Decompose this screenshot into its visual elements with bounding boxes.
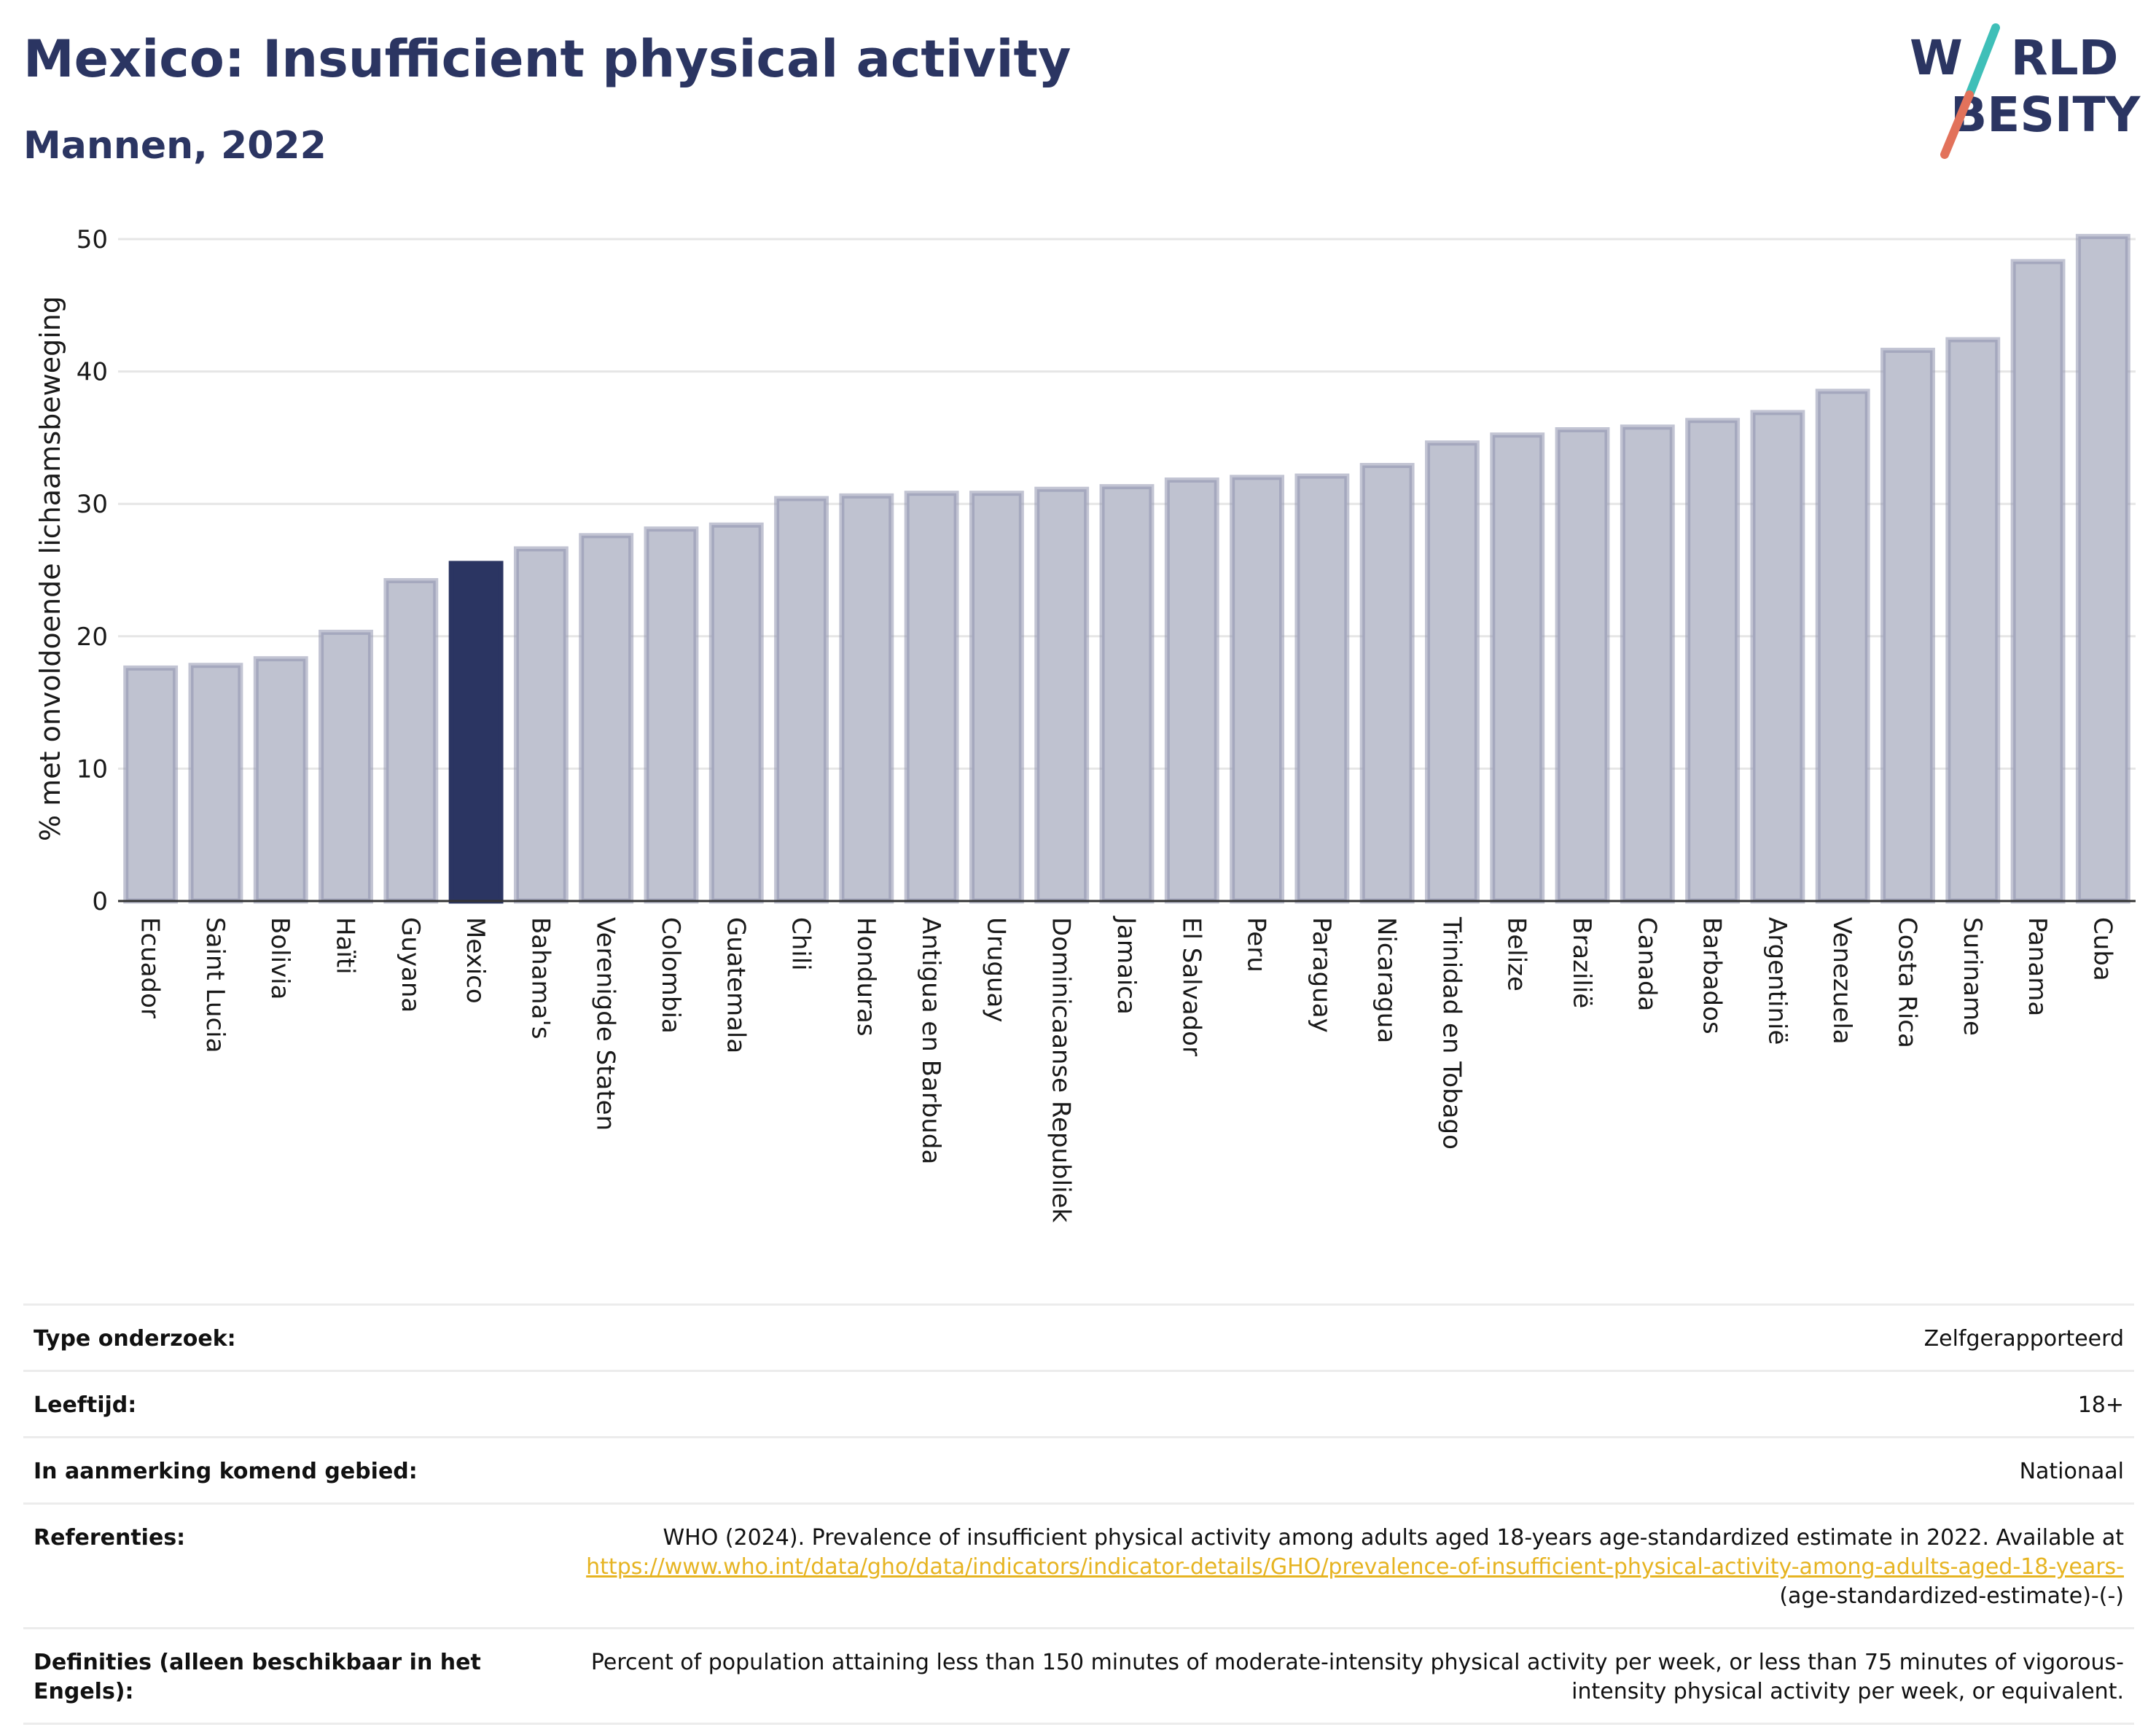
info-value: Zelfgerapporteerd xyxy=(569,1303,2134,1371)
bar-suriname xyxy=(1945,337,2001,904)
bar-canada xyxy=(1620,424,1675,904)
bar-peru xyxy=(1230,475,1285,904)
bar-trinidad-en-tobago xyxy=(1425,440,1480,904)
bar-paraguay xyxy=(1294,473,1350,904)
x-tick-label: Antigua en Barbuda xyxy=(916,917,945,1164)
x-tick-label: Jamaica xyxy=(1112,916,1141,1015)
bar-chili xyxy=(774,496,829,904)
logo-slash-coral xyxy=(1940,90,1974,159)
x-tick-label: Nicaragua xyxy=(1372,917,1401,1043)
bar-cuba xyxy=(2075,233,2130,904)
y-tick-label: 0 xyxy=(92,887,108,916)
bar-ha-ti xyxy=(319,629,373,904)
x-tick-label: Chili xyxy=(786,917,816,971)
logo-slash-teal xyxy=(1965,23,2000,99)
y-axis-label: % met onvoldoende lichaamsbeweging xyxy=(34,296,66,841)
bar-bolivia xyxy=(253,656,308,904)
info-row-references: Referenties: WHO (2024). Prevalence of i… xyxy=(23,1502,2134,1629)
x-tick-label: Costa Rica xyxy=(1892,917,1921,1048)
y-tick-label: 40 xyxy=(77,358,108,387)
x-tick-label: Uruguay xyxy=(981,917,1010,1023)
bar-argentini- xyxy=(1750,410,1805,904)
x-tick-label: Verenigde Staten xyxy=(591,917,620,1131)
x-tick-label: Barbados xyxy=(1698,917,1727,1034)
y-tick-label: 10 xyxy=(77,755,108,784)
x-tick-label: Mexico xyxy=(461,917,490,1004)
x-tick-label: Canada xyxy=(1632,917,1661,1011)
reference-text: WHO (2024). Prevalence of insufficient p… xyxy=(663,1525,2124,1551)
y-tick-label: 20 xyxy=(77,623,108,652)
x-tick-label: Panama xyxy=(2023,917,2052,1016)
x-tick-label: Colombia xyxy=(656,917,685,1034)
bar-antigua-en-barbuda xyxy=(904,491,959,904)
reference-suffix: (age-standardized-estimate)-(-) xyxy=(1779,1583,2124,1609)
y-tick-label: 50 xyxy=(77,225,108,254)
bar-dominicaanse-republiek xyxy=(1034,486,1090,904)
bar-bahama-s xyxy=(513,546,569,904)
bar-costa-rica xyxy=(1880,348,1935,904)
page-title: Mexico: Insufficient physical activity xyxy=(23,29,1071,89)
bar-verenigde-staten xyxy=(579,533,634,904)
bar-venezuela xyxy=(1815,389,1870,904)
x-category-labels: Ecuador Saint Lucia Bolivia Haïti Guyana Mexi… xyxy=(136,916,2117,1223)
bar-honduras xyxy=(839,493,894,904)
x-tick-label: Ecuador xyxy=(136,917,165,1018)
x-tick-label: Venezuela xyxy=(1827,917,1856,1045)
bar-colombia xyxy=(644,526,699,904)
info-value: Percent of population attaining less tha… xyxy=(569,1627,2134,1725)
y-tick-labels: 0 10 20 30 40 50 xyxy=(77,225,108,916)
x-tick-label: Bahama's xyxy=(526,917,555,1040)
x-tick-label: El Salvador xyxy=(1176,917,1206,1056)
x-tick-label: Paraguay xyxy=(1307,917,1336,1033)
bar-ecuador xyxy=(123,665,179,904)
info-value: 18+ xyxy=(569,1370,2134,1438)
info-value: WHO (2024). Prevalence of insufficient p… xyxy=(569,1502,2134,1629)
info-label: Referenties: xyxy=(23,1502,569,1629)
info-label: Definities (alleen beschikbaar in het En… xyxy=(23,1627,569,1725)
x-tick-label: Argentinië xyxy=(1762,917,1792,1045)
info-label: Type onderzoek: xyxy=(23,1303,569,1371)
bar-chart: 0 10 20 30 40 50 Ecuador Saint Lucia Bolivia Haï… xyxy=(34,225,2136,1223)
x-tick-label: Trinidad en Tobago xyxy=(1437,916,1466,1150)
bar-belize xyxy=(1490,432,1545,904)
x-tick-label: Saint Lucia xyxy=(200,917,230,1053)
info-label: Leeftijd: xyxy=(23,1370,569,1438)
info-table: Type onderzoek: Zelfgerapporteerd Leefti… xyxy=(23,1303,2134,1725)
x-tick-label: Guyana xyxy=(396,917,425,1013)
bar-saint-lucia xyxy=(188,663,243,904)
info-value: Nationaal xyxy=(569,1436,2134,1504)
bar-barbados xyxy=(1685,418,1741,904)
bar-el-salvador xyxy=(1164,477,1219,904)
bar-brazili- xyxy=(1555,427,1610,904)
x-tick-label: Belize xyxy=(1502,917,1531,991)
x-tick-label: Brazilië xyxy=(1567,917,1596,1008)
bar-jamaica xyxy=(1099,484,1155,904)
bar-guyana xyxy=(383,578,439,904)
x-tick-label: Suriname xyxy=(1958,917,1987,1036)
logo-word-obesity: BESITY xyxy=(1902,87,2141,143)
x-tick-label: Cuba xyxy=(2087,917,2117,981)
bar-guatemala xyxy=(708,522,764,904)
y-tick-label: 30 xyxy=(77,490,108,519)
x-tick-label: Dominicaanse Republiek xyxy=(1047,917,1076,1223)
x-tick-label: Haïti xyxy=(331,917,360,975)
bar-nicaragua xyxy=(1359,463,1415,904)
page-subtitle: Mannen, 2022 xyxy=(23,124,327,168)
info-row-survey-type: Type onderzoek: Zelfgerapporteerd xyxy=(23,1303,2134,1371)
info-label: In aanmerking komend gebied: xyxy=(23,1436,569,1504)
bars xyxy=(123,233,2130,904)
info-row-definitions: Definities (alleen beschikbaar in het En… xyxy=(23,1627,2134,1725)
bar-panama xyxy=(2010,259,2066,904)
reference-link[interactable]: https://www.who.int/data/gho/data/indica… xyxy=(586,1554,2124,1580)
bar-mexico xyxy=(448,561,504,904)
x-tick-label: Peru xyxy=(1242,917,1271,972)
world-obesity-logo: W RLD BESITY xyxy=(1902,23,2141,159)
x-tick-label: Guatemala xyxy=(721,917,750,1053)
bar-uruguay xyxy=(969,491,1024,904)
info-row-area: In aanmerking komend gebied: Nationaal xyxy=(23,1436,2134,1504)
x-tick-label: Honduras xyxy=(851,917,880,1037)
logo-word-world: W RLD xyxy=(1910,30,2118,86)
x-tick-label: Bolivia xyxy=(265,917,294,999)
info-row-age: Leeftijd: 18+ xyxy=(23,1370,2134,1438)
